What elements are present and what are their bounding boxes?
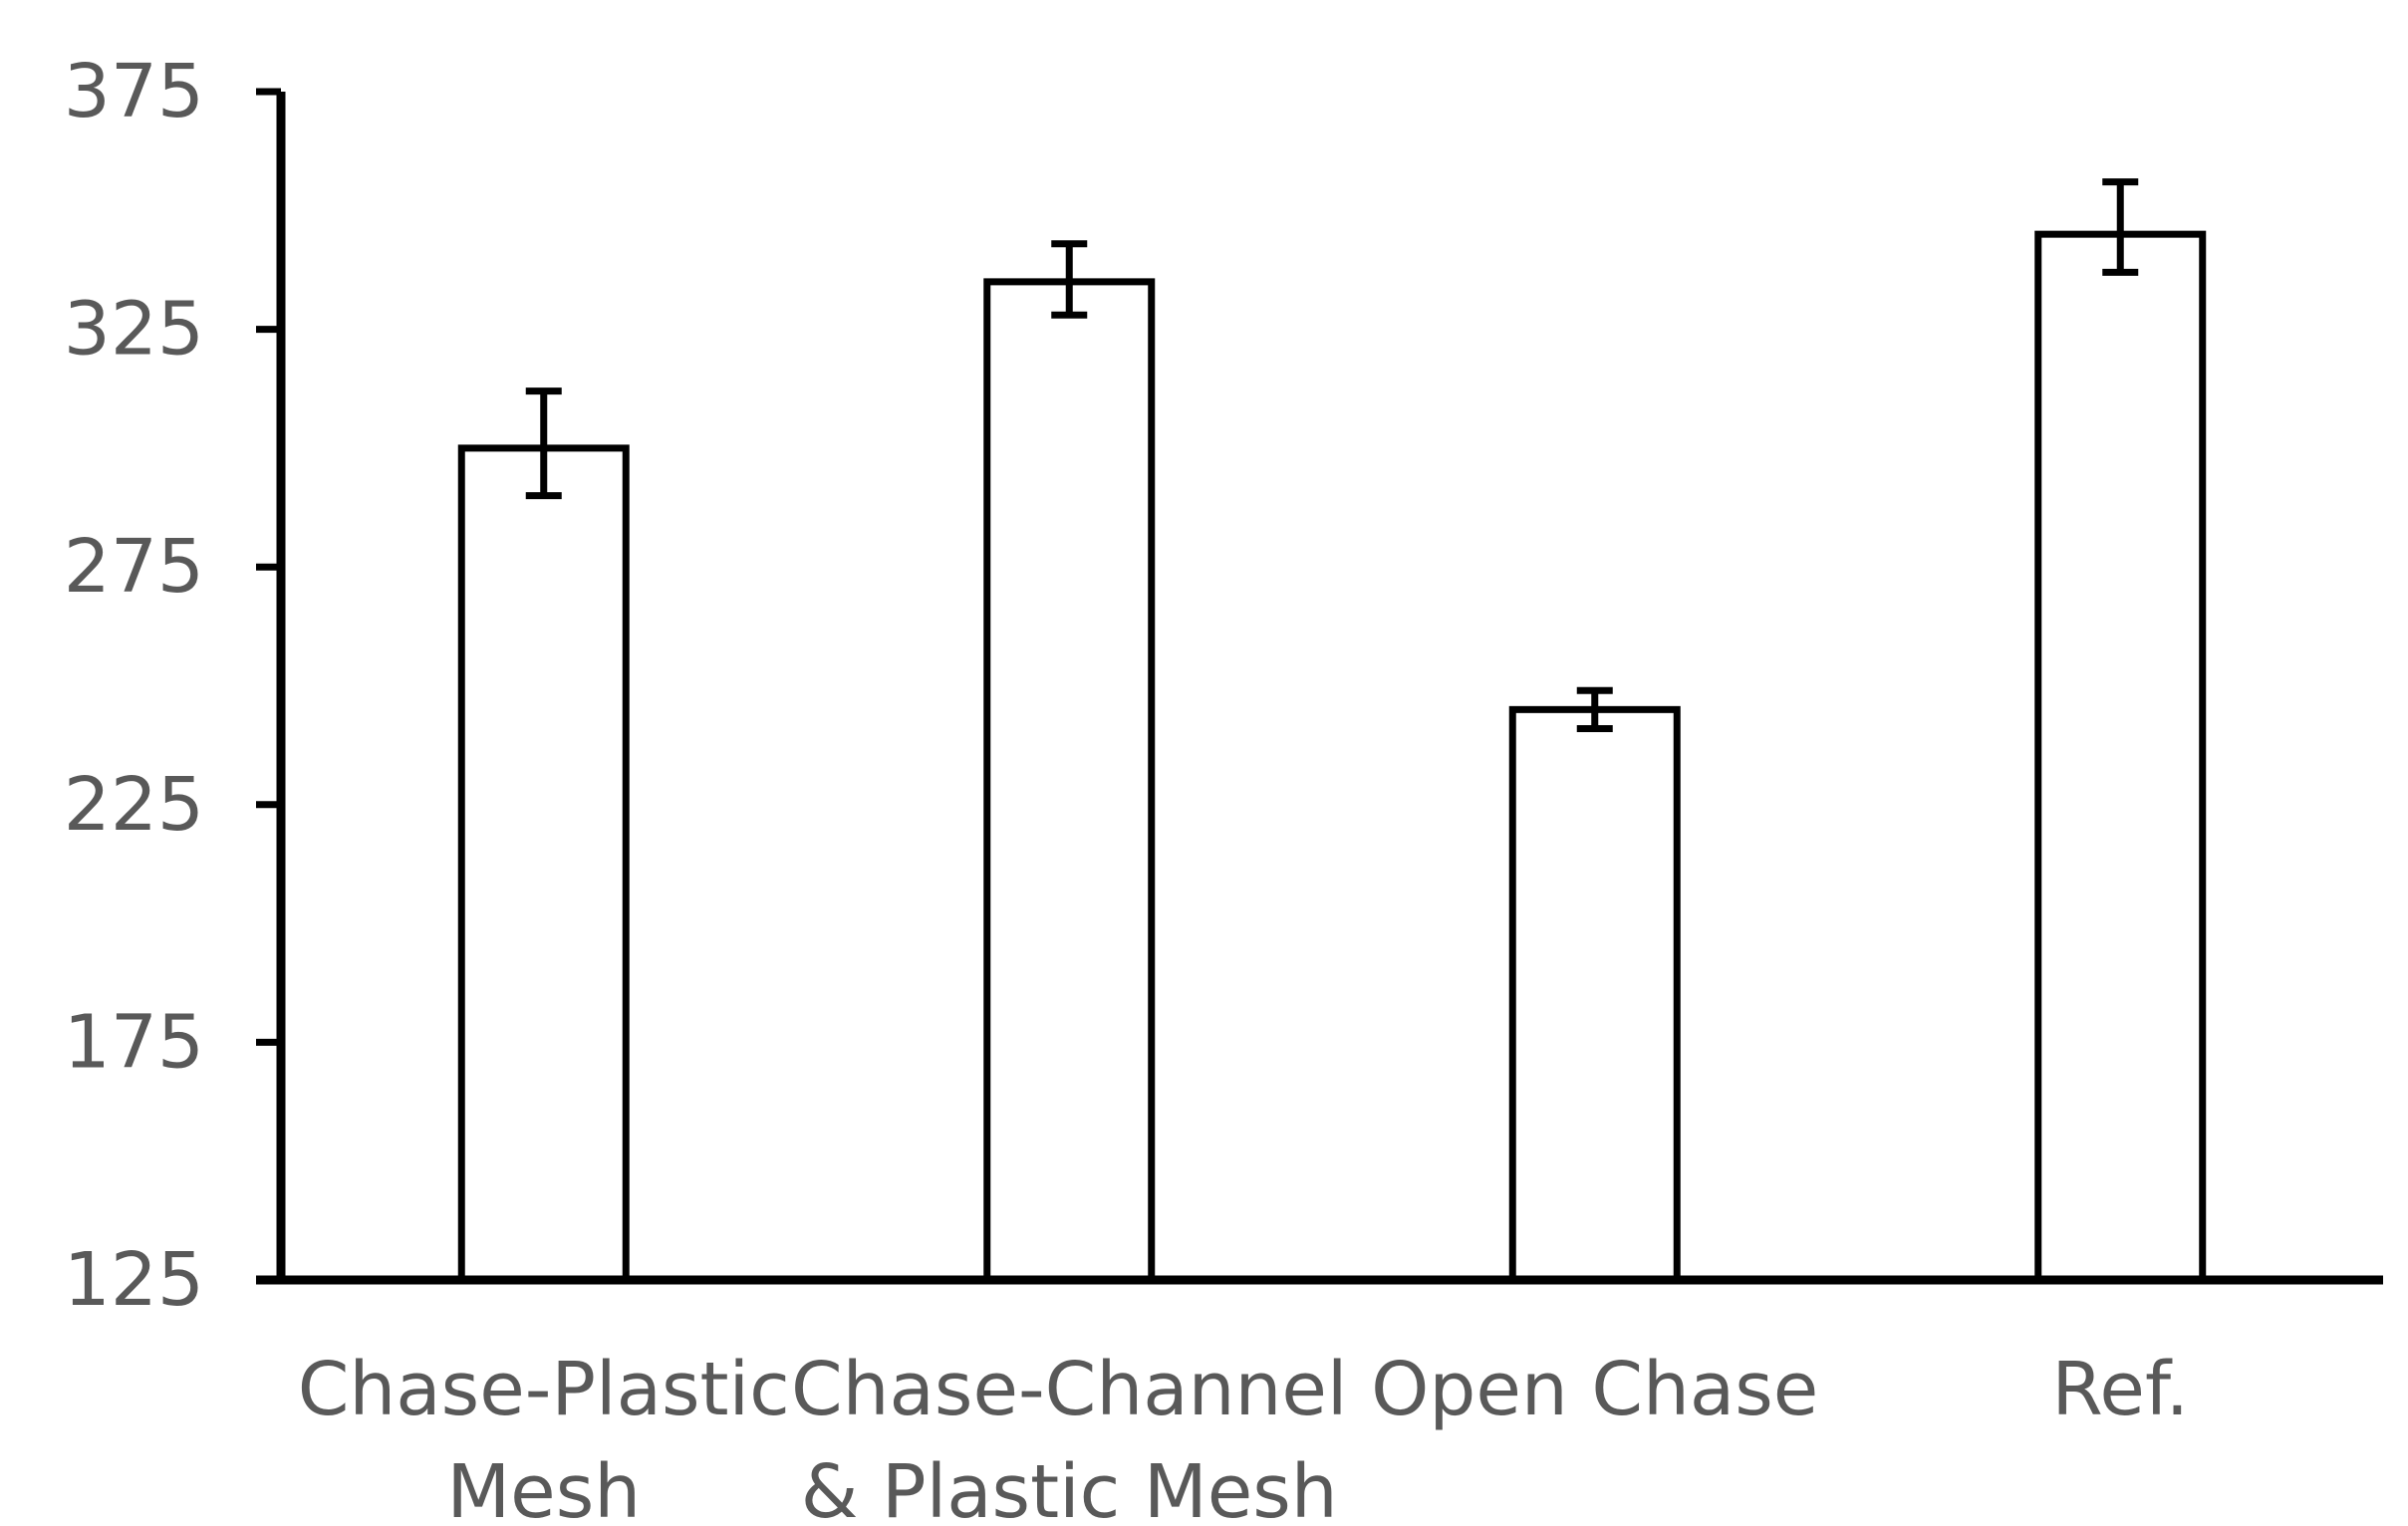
y-tick-label: 125 — [64, 1237, 204, 1323]
error-bars-layer — [525, 178, 2139, 732]
axes-layer — [256, 88, 2383, 1285]
y-tick-label: 225 — [64, 762, 204, 848]
x-tick-label-line: Ref. — [2051, 1347, 2189, 1432]
x-tick-label: Ref. — [2051, 1347, 2189, 1432]
y-tick-labels: 125 175 225 275 325 375 — [64, 49, 204, 1323]
bar — [2034, 230, 2207, 1284]
bars-layer — [457, 230, 2207, 1284]
y-tick-label: 275 — [64, 524, 204, 610]
x-tick-label: Chase-Channel & Plastic Mesh — [791, 1347, 1348, 1522]
y-tick-label: 375 — [64, 49, 204, 134]
x-tick-label-line: Mesh — [446, 1449, 641, 1522]
x-tick-label-line: Chase-Plastic — [298, 1347, 790, 1432]
bar — [983, 278, 1156, 1284]
x-tick-labels: Chase-Plastic Mesh Chase-Channel & Plastic … — [298, 1347, 2189, 1526]
bar — [457, 444, 630, 1284]
bar — [1508, 705, 1681, 1284]
x-tick-label: Open Chase — [1371, 1347, 1818, 1432]
y-tick-label: 175 — [64, 999, 204, 1085]
x-tick-label-line: Chase-Channel — [791, 1347, 1348, 1432]
y-tick-label: 325 — [64, 287, 204, 373]
x-tick-label-line: & Plastic Mesh — [801, 1449, 1338, 1522]
x-tick-label: Chase-Plastic Mesh — [298, 1347, 790, 1522]
x-tick-label-line: Open Chase — [1371, 1347, 1818, 1432]
